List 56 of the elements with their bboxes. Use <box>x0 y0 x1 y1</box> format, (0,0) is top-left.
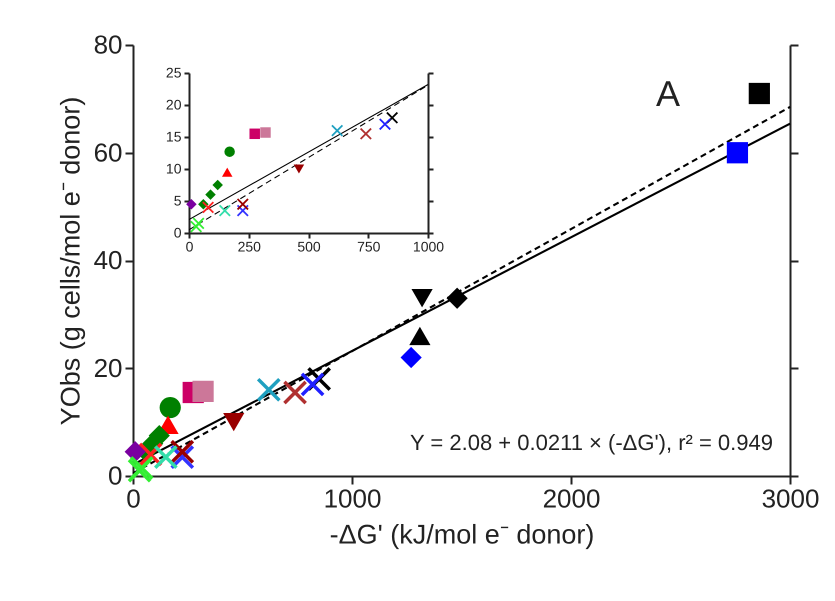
y-tick-label: 20 <box>94 352 122 383</box>
point <box>726 142 748 164</box>
x-tick-label: 750 <box>357 238 381 254</box>
y-tick-label: 0 <box>174 224 182 240</box>
point <box>236 204 249 217</box>
point <box>202 201 214 214</box>
point <box>446 288 468 309</box>
point <box>212 180 223 190</box>
point <box>748 82 770 104</box>
y-tick-label: 60 <box>94 137 122 168</box>
point <box>400 346 422 368</box>
x-tick-label: 1000 <box>412 238 444 254</box>
point <box>236 198 249 210</box>
annotation: A <box>656 73 680 114</box>
y-tick-label: 5 <box>174 192 182 208</box>
point <box>294 164 304 174</box>
point <box>160 396 181 418</box>
y-tick-label: 15 <box>166 128 182 144</box>
x-tick-label: 2000 <box>542 484 600 514</box>
x-tick-label: 500 <box>297 238 321 254</box>
y-tick-label: 80 <box>94 30 122 60</box>
y-tick-label: 20 <box>166 96 182 112</box>
point <box>300 372 325 397</box>
point <box>192 217 205 230</box>
point <box>153 444 178 470</box>
point <box>378 118 392 130</box>
x-tick-label: 3000 <box>762 484 820 514</box>
point <box>256 377 282 402</box>
point <box>411 289 433 308</box>
point <box>260 127 271 138</box>
point <box>170 439 195 464</box>
point <box>222 168 232 177</box>
annotation: Y = 2.08 + 0.0211 × (-ΔG'), r² = 0.949 <box>410 430 773 455</box>
point <box>224 146 235 157</box>
point <box>205 189 216 200</box>
point <box>360 128 372 140</box>
point <box>192 380 214 402</box>
x-tick-label: 0 <box>186 238 194 254</box>
point <box>218 204 231 217</box>
point <box>249 128 260 140</box>
x-tick-label: 0 <box>126 484 141 514</box>
point <box>223 412 244 432</box>
x-tick-label: 250 <box>238 238 262 254</box>
y-tick-label: 10 <box>166 160 182 176</box>
y-tick-label: 40 <box>94 245 122 275</box>
point <box>186 198 197 210</box>
x-tick-label: 1000 <box>324 484 382 514</box>
point <box>409 326 430 346</box>
point <box>282 380 308 405</box>
y-tick-label: 0 <box>108 460 122 490</box>
y-axis-title: YObs (g cells/mol e⁻ donor) <box>56 96 86 426</box>
x-axis-title: -ΔG' (kJ/mol e⁻ donor) <box>330 520 594 550</box>
point <box>190 220 202 233</box>
point <box>386 112 398 124</box>
y-tick-label: 25 <box>166 64 182 80</box>
point <box>331 124 344 137</box>
